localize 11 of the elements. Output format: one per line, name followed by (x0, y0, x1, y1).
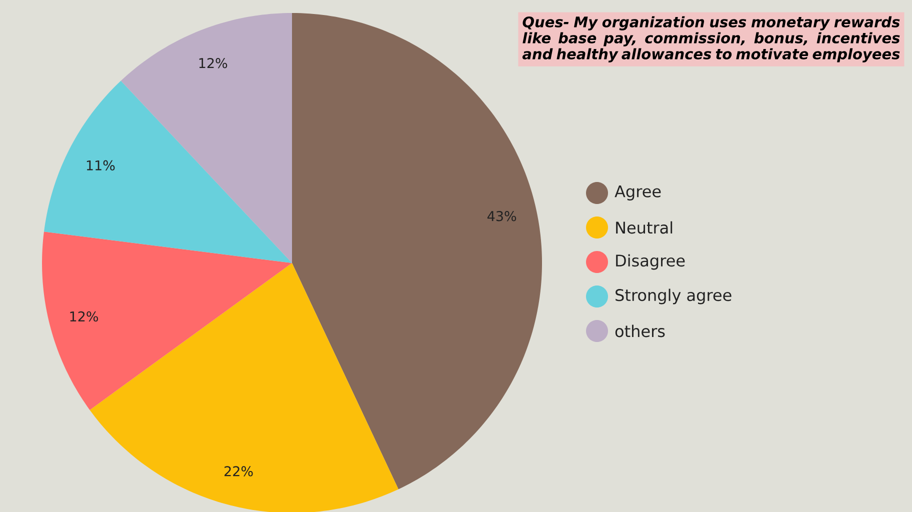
legend-label: Strongly agree (616, 288, 732, 304)
data-label: 22% (224, 466, 253, 476)
legend-label: Disagree (616, 254, 685, 270)
data-label: 11% (86, 160, 115, 170)
data-label: 12% (70, 311, 98, 322)
data-label: 43% (487, 210, 516, 222)
text: Ques- My organization uses monetary rewards like base pay, commission, bonus, incentives and healthy allowances to motivate employees (522, 16, 900, 62)
legend-label: others (615, 324, 665, 338)
data-label: 12% (199, 58, 228, 68)
legend-label: Agree (614, 185, 661, 200)
legend-label: Neutral (616, 221, 672, 234)
